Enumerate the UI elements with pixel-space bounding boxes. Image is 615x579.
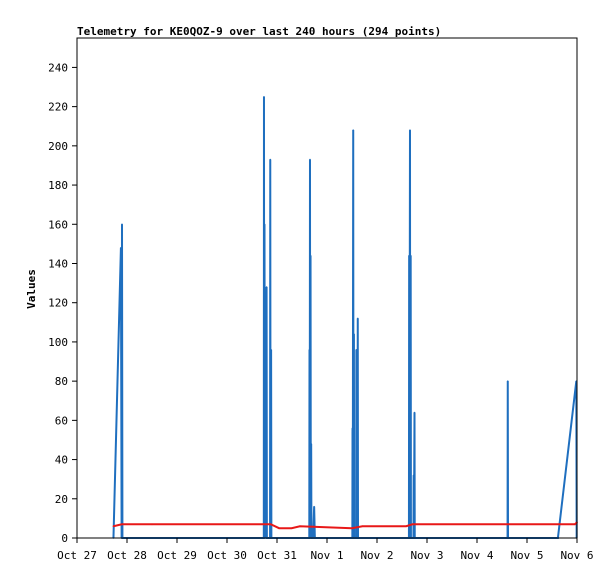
data-point (409, 129, 411, 131)
data-point (112, 525, 115, 528)
x-tick-label: Nov 3 (410, 549, 443, 562)
plot-frame (76, 37, 578, 539)
data-point (351, 427, 354, 429)
y-tick-label: 60 (55, 414, 68, 427)
data-point (353, 333, 355, 335)
series-1 (112, 96, 578, 539)
y-tick-label: 160 (48, 218, 68, 231)
y-tick-label: 220 (48, 101, 68, 114)
y-tick-label: 200 (48, 140, 68, 153)
data-point (409, 254, 412, 257)
data-point (408, 254, 410, 257)
y-tick-label: 20 (55, 493, 68, 506)
series-line (112, 96, 578, 539)
series-layer (112, 96, 578, 539)
y-tick-label: 80 (55, 375, 68, 388)
x-tick-label: Nov 4 (460, 549, 493, 562)
data-point (269, 523, 272, 526)
data-point (265, 286, 268, 288)
data-point (351, 527, 353, 529)
data-point (263, 96, 265, 98)
y-tick-label: 140 (48, 257, 68, 270)
data-point (313, 505, 315, 508)
data-point (264, 317, 266, 320)
data-point (269, 158, 272, 161)
y-tick-label: 240 (48, 61, 68, 74)
data-point (264, 348, 267, 351)
x-tick-label: Oct 31 (257, 549, 297, 562)
data-point (356, 317, 359, 320)
x-tick-label: Oct 30 (207, 549, 247, 562)
data-point (278, 527, 280, 529)
data-point (121, 223, 123, 226)
y-tick-label: 0 (61, 532, 68, 545)
x-tick-label: Nov 2 (360, 549, 393, 562)
axes-layer: 0 20 40 60 80 100 120 140 160 180 200 220 240 Oct 27 O… (48, 37, 594, 562)
data-point (506, 380, 509, 382)
y-tick-label: 180 (48, 179, 68, 192)
data-point (352, 129, 355, 131)
y-axis-title: Values (25, 269, 38, 309)
data-point (411, 523, 414, 526)
data-point (308, 348, 311, 351)
x-tick-label: Oct 27 (57, 549, 97, 562)
data-point (270, 348, 272, 351)
y-tick-label: 40 (55, 454, 68, 467)
data-point (412, 474, 415, 477)
data-point (413, 411, 416, 414)
data-point (120, 523, 123, 526)
data-point (299, 525, 301, 528)
data-point (151, 523, 153, 526)
data-point (310, 443, 312, 445)
data-point (120, 247, 122, 249)
x-tick-label: Nov 5 (510, 549, 543, 562)
x-tick-label: Oct 29 (157, 549, 197, 562)
data-point (290, 527, 293, 529)
data-point (263, 223, 266, 226)
data-point (361, 525, 364, 528)
y-tick-label: 100 (48, 336, 68, 349)
y-tick-label: 120 (48, 297, 68, 310)
data-point (574, 523, 576, 526)
x-tick-label: Nov 6 (560, 549, 593, 562)
x-tick-label: Nov 1 (310, 549, 343, 562)
x-tick-label: Oct 28 (107, 549, 147, 562)
chart-title: Telemetry for KE0QOZ-9 over last 240 hou… (77, 25, 441, 38)
data-point (405, 525, 407, 528)
data-point (309, 254, 312, 257)
data-point (309, 158, 311, 161)
data-point (355, 348, 358, 351)
